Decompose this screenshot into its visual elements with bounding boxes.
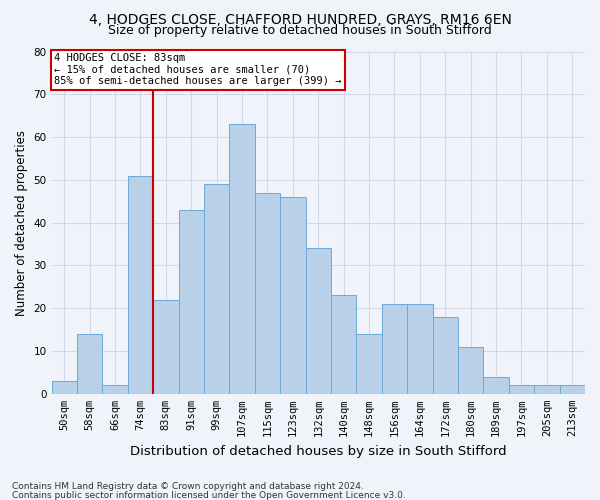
Bar xyxy=(433,317,458,394)
Bar xyxy=(534,385,560,394)
Bar xyxy=(204,184,229,394)
Bar xyxy=(458,346,484,394)
Bar xyxy=(356,334,382,394)
X-axis label: Distribution of detached houses by size in South Stifford: Distribution of detached houses by size … xyxy=(130,444,506,458)
Bar xyxy=(153,300,179,394)
Bar xyxy=(382,304,407,394)
Bar xyxy=(407,304,433,394)
Text: 4 HODGES CLOSE: 83sqm
← 15% of detached houses are smaller (70)
85% of semi-deta: 4 HODGES CLOSE: 83sqm ← 15% of detached … xyxy=(54,53,342,86)
Bar xyxy=(179,210,204,394)
Text: Size of property relative to detached houses in South Stifford: Size of property relative to detached ho… xyxy=(108,24,492,37)
Bar xyxy=(560,385,585,394)
Bar xyxy=(305,248,331,394)
Y-axis label: Number of detached properties: Number of detached properties xyxy=(15,130,28,316)
Bar xyxy=(229,124,255,394)
Bar xyxy=(128,176,153,394)
Text: 4, HODGES CLOSE, CHAFFORD HUNDRED, GRAYS, RM16 6EN: 4, HODGES CLOSE, CHAFFORD HUNDRED, GRAYS… xyxy=(89,12,511,26)
Bar xyxy=(484,376,509,394)
Bar xyxy=(52,381,77,394)
Text: Contains HM Land Registry data © Crown copyright and database right 2024.: Contains HM Land Registry data © Crown c… xyxy=(12,482,364,491)
Bar xyxy=(509,385,534,394)
Text: Contains public sector information licensed under the Open Government Licence v3: Contains public sector information licen… xyxy=(12,490,406,500)
Bar xyxy=(103,385,128,394)
Bar xyxy=(280,197,305,394)
Bar xyxy=(331,296,356,394)
Bar xyxy=(255,192,280,394)
Bar xyxy=(77,334,103,394)
